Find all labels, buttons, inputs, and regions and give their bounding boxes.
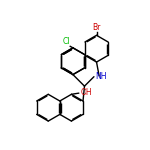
Text: OH: OH — [81, 88, 93, 97]
Text: Cl: Cl — [62, 37, 70, 46]
Text: NH: NH — [95, 72, 107, 81]
Text: Br: Br — [92, 23, 101, 32]
